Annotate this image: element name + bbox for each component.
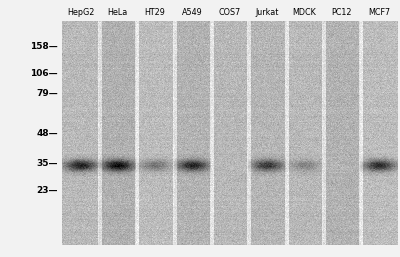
Text: 48—: 48— [36, 128, 58, 137]
Text: 23—: 23— [36, 186, 58, 195]
Text: HeLa: HeLa [107, 8, 128, 17]
Text: 79—: 79— [36, 89, 58, 98]
Text: PC12: PC12 [331, 8, 352, 17]
Text: MDCK: MDCK [293, 8, 316, 17]
Text: Jurkat: Jurkat [255, 8, 279, 17]
Text: HT29: HT29 [144, 8, 166, 17]
Text: A549: A549 [182, 8, 203, 17]
Text: 106—: 106— [30, 69, 58, 78]
Text: COS7: COS7 [218, 8, 241, 17]
Text: 158—: 158— [30, 42, 58, 51]
Text: 35—: 35— [36, 159, 58, 168]
Text: HepG2: HepG2 [67, 8, 94, 17]
Text: MCF7: MCF7 [368, 8, 390, 17]
